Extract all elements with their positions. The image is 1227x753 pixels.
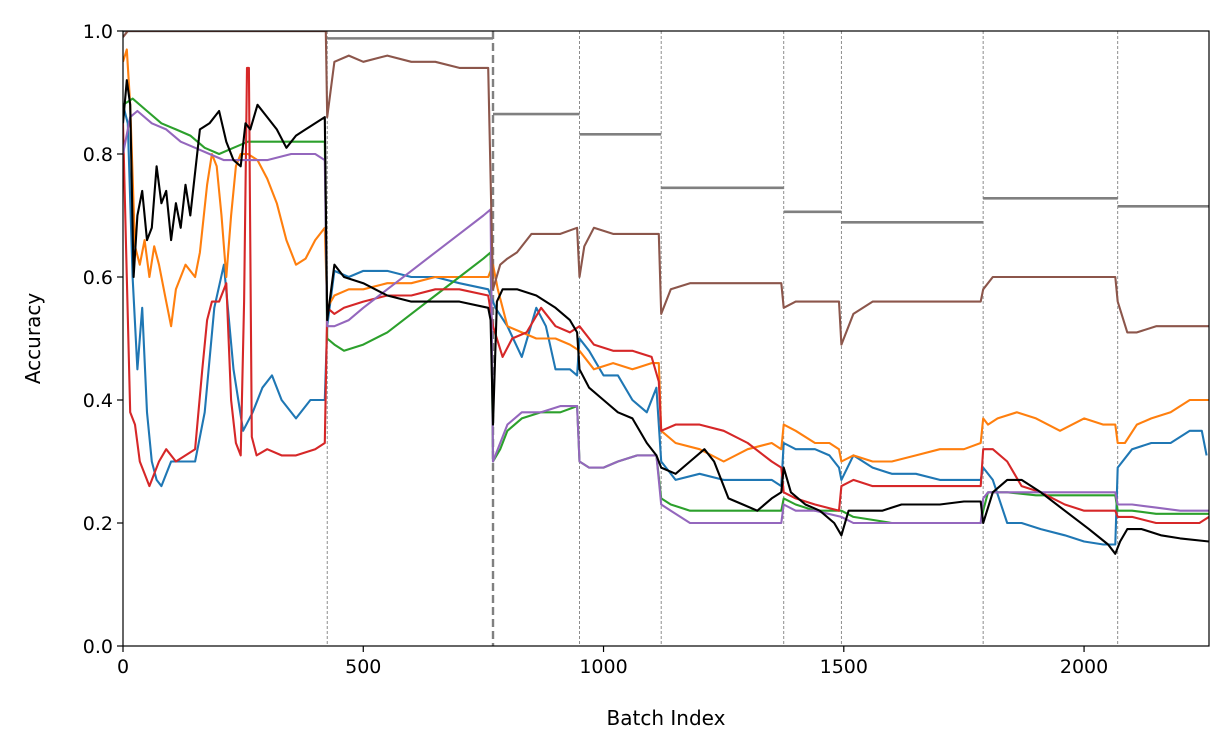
series-line-2 <box>123 48 1209 463</box>
x-tick-label: 0 <box>117 656 129 678</box>
y-tick-label: 0.8 <box>83 144 113 166</box>
y-axis-label: Accuracy <box>21 293 45 384</box>
x-tick-label: 1500 <box>820 656 868 678</box>
x-tick-label: 2000 <box>1060 656 1108 678</box>
x-axis-label: Batch Index <box>607 706 726 730</box>
x-tick-label: 1000 <box>579 656 627 678</box>
series-line-6 <box>123 31 1209 346</box>
series-line-1 <box>123 104 1208 546</box>
axes-layer: 0 500 1000 1500 2000 0.0 0.2 0.4 0.6 0.8 1.0 <box>83 21 1108 678</box>
y-tick-label: 0.0 <box>83 636 113 658</box>
x-tick-label: 500 <box>345 656 381 678</box>
series-line-4 <box>123 66 1209 525</box>
y-tick-label: 0.2 <box>83 513 113 535</box>
y-tick-label: 0.4 <box>83 390 113 412</box>
y-tick-label: 0.6 <box>83 267 113 289</box>
data-layer <box>123 31 1209 646</box>
series-line-7 <box>123 79 1209 555</box>
plot-frame <box>122 30 1210 647</box>
series-line-3 <box>123 97 1209 525</box>
series-line-5 <box>123 109 1209 525</box>
y-tick-label: 1.0 <box>83 21 113 43</box>
